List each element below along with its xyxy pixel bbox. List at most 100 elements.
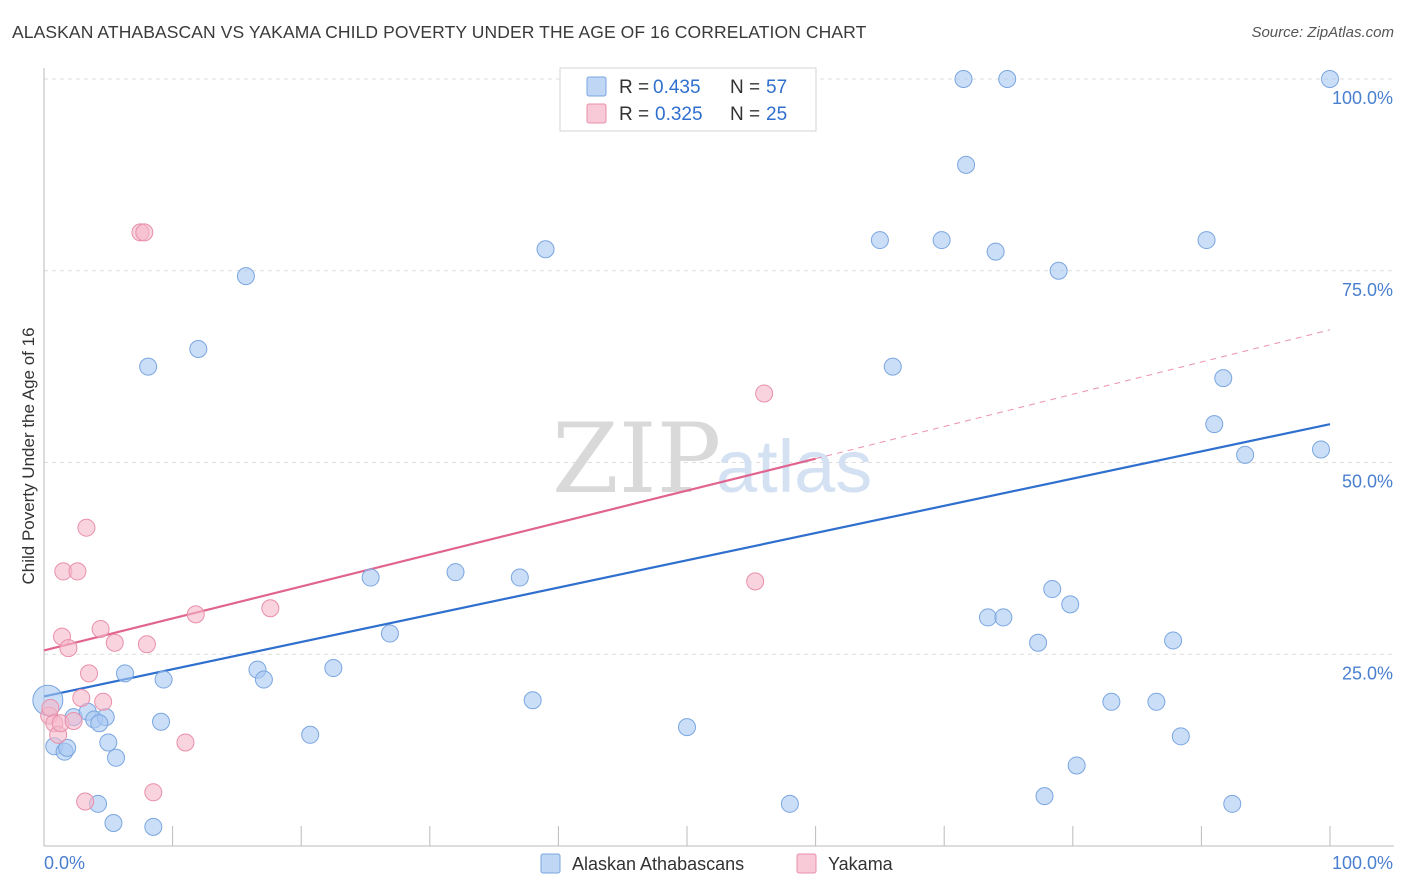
athabascan-point-44 xyxy=(1049,261,1068,280)
athabascan-point-47 xyxy=(1102,692,1121,711)
athabascan-point-46 xyxy=(1067,756,1086,775)
athabascan-point-14 xyxy=(139,357,158,376)
athabascan-point-39 xyxy=(994,608,1013,627)
athabascan-point-32 xyxy=(870,231,889,250)
athabascan-point-55 xyxy=(1236,445,1255,464)
yakama-point-7 xyxy=(59,639,78,658)
athabascan-point-50 xyxy=(1171,727,1190,746)
athabascan-point-52 xyxy=(1205,415,1224,434)
athabascan-point-49 xyxy=(1164,631,1183,650)
athabascan-point-41 xyxy=(1029,633,1048,652)
yakama-point-24 xyxy=(746,572,765,591)
legend-r-value-yakama: 0.325 xyxy=(655,104,703,125)
x-tick-label-1: 100.0% xyxy=(1332,853,1393,873)
yakama-point-23 xyxy=(261,599,280,618)
yakama-trend-extension xyxy=(815,329,1331,460)
legend-swatch-yakama xyxy=(586,103,607,124)
grid-lines xyxy=(44,78,1394,655)
athabascan-point-42 xyxy=(1035,787,1054,806)
yakama-point-22 xyxy=(186,605,205,624)
watermark: ZIP atlas xyxy=(552,403,872,515)
yakama-point-1 xyxy=(41,698,60,717)
legend-swatch-athabascan xyxy=(586,76,607,97)
athabascan-point-31 xyxy=(780,794,799,813)
athabascan-point-53 xyxy=(1214,369,1233,388)
athabascan-point-18 xyxy=(189,339,208,358)
athabascan-point-35 xyxy=(954,70,973,88)
athabascan-point-40 xyxy=(998,70,1017,88)
athabascan-point-36 xyxy=(957,155,976,174)
series-legend-swatch-athabascan xyxy=(540,853,561,874)
data-points xyxy=(32,70,1339,836)
watermark-atlas: atlas xyxy=(716,425,872,508)
y-tick-label-3: 100.0% xyxy=(1332,88,1393,108)
yakama-point-12 xyxy=(77,518,96,537)
y-tick-labels: 25.0% 50.0% 75.0% 100.0% xyxy=(1332,88,1393,683)
athabascan-point-13 xyxy=(116,664,135,683)
yakama-point-19 xyxy=(137,635,156,654)
x-axis-ticks xyxy=(172,826,1331,846)
yakama-point-10 xyxy=(72,688,91,707)
athabascan-point-56 xyxy=(1311,440,1330,459)
athabascan-point-17 xyxy=(154,670,173,689)
series-legend-label-athabascan: Alaskan Athabascans xyxy=(572,854,744,874)
yakama-point-15 xyxy=(94,692,113,711)
athabascan-point-16 xyxy=(152,712,171,731)
yakama-point-20 xyxy=(144,783,163,802)
athabascan-point-48 xyxy=(1147,692,1166,711)
athabascan-point-38 xyxy=(986,242,1005,261)
yakama-point-8 xyxy=(64,711,83,730)
athabascan-point-54 xyxy=(1223,794,1242,813)
yakama-point-21 xyxy=(176,733,195,752)
yakama-point-18 xyxy=(135,223,154,242)
athabascan-point-34 xyxy=(932,231,951,250)
athabascan-point-33 xyxy=(883,357,902,376)
y-axis-label: Child Poverty Under the Age of 16 xyxy=(19,327,38,584)
athabascan-point-22 xyxy=(301,725,320,744)
yakama-point-9 xyxy=(68,562,87,581)
athabascan-point-43 xyxy=(1043,580,1062,599)
y-tick-label-1: 50.0% xyxy=(1342,472,1393,492)
legend-r-label-athabascan: R = xyxy=(619,77,649,98)
athabascan-point-57 xyxy=(1321,70,1339,88)
athabascan-point-11 xyxy=(107,748,126,767)
series-legend-swatch-yakama xyxy=(796,853,817,874)
athabascan-point-12 xyxy=(104,813,123,832)
athabascan-point-9 xyxy=(90,714,109,733)
athabascan-point-30 xyxy=(678,718,696,737)
yakama-point-14 xyxy=(91,619,110,638)
series-legend-label-yakama: Yakama xyxy=(828,854,894,874)
athabascan-point-51 xyxy=(1197,231,1216,250)
athabascan-point-26 xyxy=(446,563,465,582)
athabascan-point-27 xyxy=(510,568,529,587)
yakama-point-13 xyxy=(80,664,99,683)
athabascan-point-23 xyxy=(324,659,343,678)
athabascan-point-37 xyxy=(978,608,997,627)
athabascan-point-28 xyxy=(523,691,542,710)
legend-n-value-athabascan: 57 xyxy=(766,77,787,98)
legend-n-label-yakama: N = xyxy=(730,104,760,125)
yakama-trend-line xyxy=(43,457,816,652)
legend-r-label-yakama: R = xyxy=(619,104,649,125)
trend-lines xyxy=(43,329,1331,698)
x-tick-labels: 0.0% 100.0% xyxy=(44,853,1393,873)
athabascan-point-24 xyxy=(361,568,380,587)
y-tick-label-0: 25.0% xyxy=(1342,663,1393,683)
source-credit: Source: ZipAtlas.com xyxy=(1251,24,1394,41)
watermark-zip: ZIP xyxy=(552,403,721,515)
y-tick-label-2: 75.0% xyxy=(1342,280,1393,300)
athabascan-point-25 xyxy=(380,624,399,643)
yakama-point-16 xyxy=(105,633,124,652)
x-tick-label-0: 0.0% xyxy=(44,853,85,873)
athabascan-point-21 xyxy=(254,670,273,689)
stats-legend: R = 0.435 N = 57 R = 0.325 N = 25 xyxy=(559,67,817,132)
athabascan-point-3 xyxy=(58,738,77,757)
athabascan-trend-line xyxy=(43,423,1331,698)
series-legend: Alaskan Athabascans Yakama xyxy=(540,853,894,874)
chart-title: ALASKAN ATHABASCAN VS YAKAMA CHILD POVER… xyxy=(12,22,867,42)
athabascan-point-10 xyxy=(99,733,118,752)
athabascan-point-29 xyxy=(536,240,555,259)
legend-n-value-yakama: 25 xyxy=(766,104,787,125)
athabascan-point-15 xyxy=(144,817,163,836)
